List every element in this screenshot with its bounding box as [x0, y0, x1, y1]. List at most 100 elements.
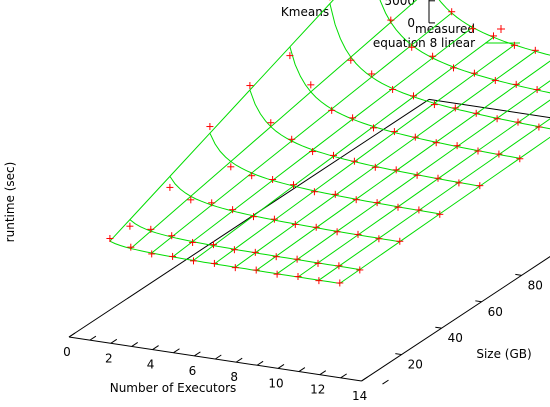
surface-mesh	[109, 0, 550, 284]
measured-point	[396, 237, 404, 245]
legend-label-equation: equation 8 linear	[373, 36, 475, 50]
measured-point	[169, 252, 177, 260]
measured-point	[516, 155, 524, 163]
measured-point	[269, 175, 277, 183]
measured-point	[309, 148, 317, 156]
measured-point	[246, 82, 254, 90]
measured-point	[390, 128, 398, 136]
y-tick-label-20: 20	[408, 358, 423, 372]
x-tick-2	[110, 338, 118, 344]
measured-point	[210, 259, 218, 267]
x-tick-8	[235, 357, 243, 363]
x-axis-label: Number of Executors	[110, 381, 237, 395]
surface-line-size-160	[438, 0, 550, 56]
legend-label-measured: measured	[415, 22, 475, 36]
axis-ticks: 0246810121420406080100120140160180050001…	[63, 0, 543, 403]
surface-line-size-140	[379, 0, 550, 94]
y-tick-label-80: 80	[528, 278, 543, 292]
z-axis-label: runtime (sec)	[3, 162, 17, 243]
surface-line-size-10	[109, 240, 340, 284]
surface-line-executors-3	[151, 12, 453, 254]
measured-point	[335, 262, 343, 270]
measured-point	[312, 223, 320, 231]
x-minor-tick-6	[215, 354, 222, 360]
measured-point	[356, 266, 364, 274]
x-tick-label-14: 14	[352, 389, 367, 403]
measured-point	[288, 135, 296, 143]
surface-line-size-100	[289, 46, 520, 159]
surface-line-size-120	[329, 3, 550, 130]
measured-point	[208, 199, 216, 207]
measured-point	[474, 147, 482, 155]
chart-title: Kmeans	[281, 5, 329, 19]
measured-point	[450, 64, 457, 72]
measured-point	[411, 133, 419, 141]
x-tick-10	[277, 364, 285, 369]
measured-point	[368, 70, 376, 78]
measured-point	[430, 101, 438, 109]
measured-point	[310, 188, 318, 196]
y-tick-60	[475, 300, 482, 303]
measured-point	[491, 76, 499, 84]
measured-point	[410, 92, 417, 100]
measured-point	[336, 279, 344, 287]
measured-points	[106, 0, 543, 287]
measured-point	[147, 225, 155, 233]
surface-line-executors-8	[255, 60, 550, 271]
surface-line-executors-2	[130, 0, 418, 249]
measured-point	[392, 166, 400, 174]
measured-point	[373, 199, 381, 207]
y-tick-20	[395, 353, 402, 356]
measured-point	[252, 266, 260, 274]
measured-point	[512, 80, 520, 88]
measured-point	[126, 222, 134, 230]
measured-point	[472, 109, 480, 117]
y-tick-80	[515, 273, 522, 276]
measured-point	[531, 46, 539, 54]
x-tick-label-12: 12	[310, 383, 325, 397]
floor-back-left-edge	[68, 98, 430, 338]
measured-point	[272, 253, 280, 261]
measured-point	[250, 213, 257, 221]
surface-line-size-20	[129, 219, 360, 270]
z-tick-label-5000: 5000	[384, 0, 415, 8]
measured-point	[166, 183, 174, 191]
measured-point	[354, 230, 362, 238]
x-tick-12	[319, 370, 327, 376]
measured-point	[394, 203, 402, 211]
measured-point	[451, 104, 459, 112]
measured-point	[514, 118, 522, 126]
measured-point	[453, 142, 461, 150]
measured-point	[290, 181, 297, 189]
x-minor-tick-10	[298, 367, 306, 372]
measured-point	[455, 179, 463, 187]
surface-line-executors-7	[235, 50, 536, 268]
legend: measured equation 8 linear	[373, 22, 520, 50]
measured-point	[148, 250, 156, 258]
y-tick-label-40: 40	[448, 331, 463, 345]
measured-point	[270, 215, 278, 223]
y-axis-line	[361, 256, 550, 382]
x-tick-6	[194, 351, 201, 357]
measured-point	[470, 69, 478, 77]
measured-point	[168, 232, 176, 240]
measured-point	[476, 182, 484, 190]
legend-marker-measured	[497, 25, 505, 33]
measured-point	[352, 196, 360, 204]
measured-point	[291, 220, 299, 228]
x-tick-14	[361, 376, 368, 382]
measured-point	[294, 273, 302, 281]
measured-point	[231, 264, 239, 272]
measured-point	[333, 228, 341, 236]
measured-point	[187, 196, 195, 204]
measured-point	[408, 43, 416, 51]
measured-point	[293, 255, 301, 263]
measured-point	[314, 259, 322, 267]
surface-line-executors-1	[109, 0, 334, 242]
x-tick-label-0: 0	[63, 345, 71, 359]
measured-point	[286, 52, 294, 60]
measured-point	[493, 115, 501, 123]
x-minor-tick-8	[256, 360, 264, 366]
measured-point	[230, 246, 238, 254]
